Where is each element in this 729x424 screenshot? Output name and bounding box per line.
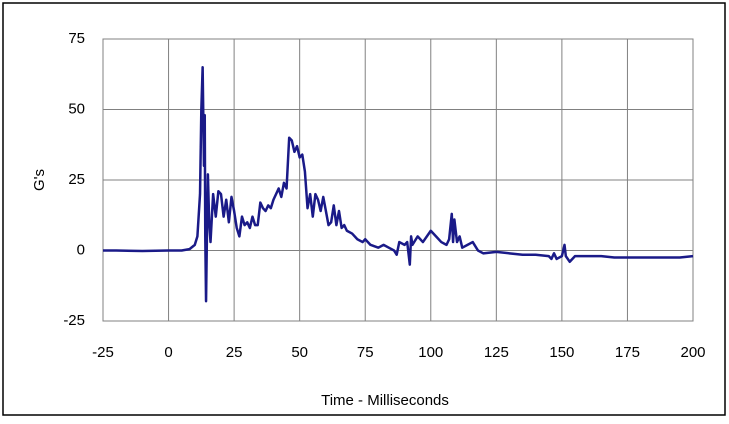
x-tick-label: 200 [680,344,705,361]
y-tick-label: 25 [68,171,85,188]
data-line [103,65,694,303]
x-tick-label: 75 [357,344,374,361]
y-tick-label: 50 [68,100,85,117]
chart-border [2,2,726,416]
plot-border [102,38,694,322]
x-tick-label: 50 [291,344,308,361]
x-tick-label: 175 [615,344,640,361]
x-tick-label: 150 [549,344,574,361]
y-tick-label: 0 [77,241,85,258]
y-tick-label: -25 [63,312,85,329]
x-tick-label: -25 [92,344,114,361]
x-axis-label: Time - Milliseconds [321,392,449,409]
y-axis-label: G's [31,169,48,191]
y-tick-label: 75 [68,30,85,47]
x-tick-label: 100 [418,344,443,361]
x-tick-label: 25 [226,344,243,361]
x-tick-label: 125 [484,344,509,361]
x-tick-label: 0 [164,344,172,361]
